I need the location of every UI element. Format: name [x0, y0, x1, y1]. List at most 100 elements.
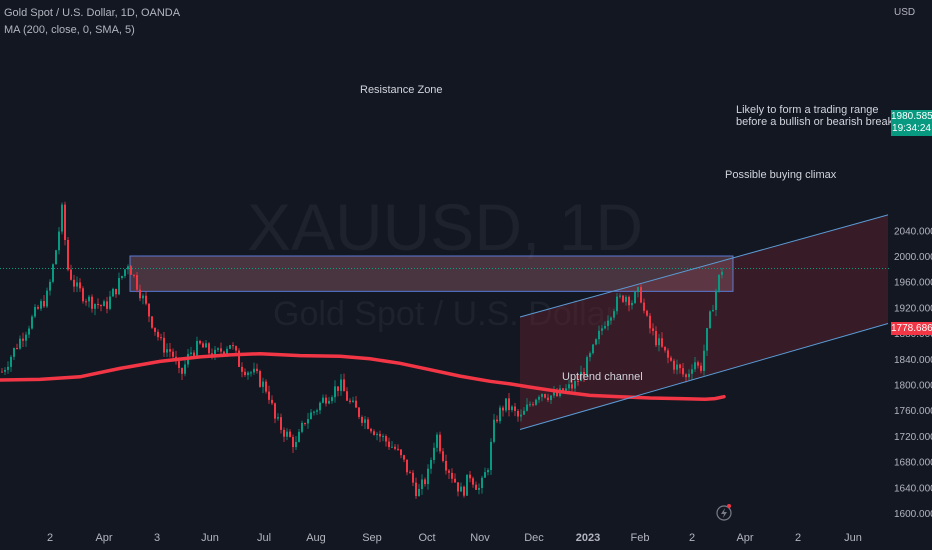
candle-body — [355, 400, 357, 408]
annotation-trading-range: Likely to form a trading range — [736, 104, 878, 116]
time-axis[interactable]: 2 Apr 3 Jun Jul Aug Sep Oct Nov Dec 2023 Feb 2 Apr 2 Ju… — [47, 532, 862, 544]
channel-lower-line[interactable] — [519, 322, 889, 430]
candle-body — [286, 431, 288, 437]
candle-body — [172, 351, 174, 357]
candle-body — [274, 403, 276, 419]
candle-body — [658, 338, 660, 346]
bar-countdown: 19:34:24 — [892, 123, 931, 134]
candle-body — [259, 371, 261, 387]
y-axis-unit: USD — [894, 7, 915, 18]
candle-body — [133, 274, 135, 276]
candle-body — [49, 281, 51, 291]
candle-body — [604, 325, 606, 329]
x-tick-label: Jun — [844, 532, 862, 544]
candle-body — [367, 419, 369, 429]
candle-body — [514, 406, 516, 411]
x-tick-label: Apr — [95, 532, 112, 544]
candle-body — [418, 488, 420, 497]
candle-body — [184, 364, 186, 374]
candle-body — [181, 367, 183, 374]
candle-body — [127, 266, 129, 270]
last-price-value: 1980.585 — [891, 111, 932, 122]
candle-body — [532, 404, 534, 406]
candle-body — [403, 455, 405, 460]
candle-body — [451, 472, 453, 479]
indicator-legend[interactable]: MA (200, close, 0, SMA, 5) — [4, 24, 135, 36]
candle-body — [589, 353, 591, 358]
candle-body — [361, 417, 363, 423]
candle-body — [478, 488, 480, 490]
candle-body — [349, 400, 351, 402]
candle-body — [547, 397, 549, 401]
candle-body — [502, 407, 504, 411]
candle-body — [214, 349, 216, 358]
candle-body — [163, 337, 165, 353]
candle-body — [43, 301, 45, 307]
x-tick-label: Feb — [631, 532, 650, 544]
candle-body — [94, 303, 96, 309]
candle-body — [409, 472, 411, 474]
chart-title: Gold Spot / U.S. Dollar, 1D, OANDA — [4, 7, 181, 19]
candle-body — [421, 479, 423, 489]
candle-body — [232, 345, 234, 347]
price-axis[interactable]: 1600.000 1640.000 1680.000 1720.000 1760.000… — [894, 226, 932, 520]
candle-body — [571, 384, 573, 389]
candle-body — [715, 290, 717, 310]
candle-body — [706, 328, 708, 351]
candle-body — [550, 395, 552, 401]
candle-body — [700, 365, 702, 371]
candle-body — [292, 436, 294, 448]
candle-body — [265, 381, 267, 392]
y-tick-label: 1720.000 — [894, 432, 932, 443]
candle-body — [376, 433, 378, 435]
candle-body — [667, 350, 669, 358]
channel-upper-line[interactable] — [519, 214, 889, 318]
x-tick-label: Dec — [524, 532, 544, 544]
resistance-zone[interactable] — [129, 255, 734, 292]
lightning-icon[interactable] — [716, 504, 732, 521]
moving-average-line — [0, 351, 726, 402]
candle-body — [463, 486, 465, 496]
candle-body — [100, 305, 102, 307]
candle-body — [145, 295, 147, 304]
candle-body — [139, 289, 141, 299]
candle-body — [331, 397, 333, 401]
x-tick-label: Jun — [201, 532, 219, 544]
candle-body — [196, 340, 198, 357]
x-tick-label: Jul — [257, 532, 271, 544]
y-tick-label: 1840.000 — [894, 355, 932, 366]
candle-body — [337, 386, 339, 391]
candle-body — [25, 334, 27, 341]
candle-body — [202, 343, 204, 348]
candle-body — [121, 276, 123, 278]
candle-body — [601, 328, 603, 331]
candle-body — [241, 366, 243, 372]
y-tick-label: 1680.000 — [894, 458, 932, 469]
annotation-breakouts: before a bullish or bearish breakouts — [736, 116, 914, 128]
candle-body — [256, 368, 258, 372]
candle-body — [712, 309, 714, 312]
candle-body — [124, 269, 126, 277]
candle-body — [682, 368, 684, 375]
candle-body — [574, 380, 576, 389]
candle-body — [661, 338, 663, 347]
candle-body — [364, 419, 366, 423]
candle-body — [7, 366, 9, 370]
candle-body — [520, 414, 522, 417]
candle-body — [310, 412, 312, 420]
candle-body — [511, 406, 513, 411]
candle-body — [466, 474, 468, 496]
candle-body — [406, 459, 408, 473]
y-tick-label: 1920.000 — [894, 303, 932, 314]
candle-body — [415, 482, 417, 497]
candle-body — [436, 434, 438, 448]
candle-body — [301, 422, 303, 432]
candle-body — [193, 352, 195, 357]
candle-body — [607, 320, 609, 326]
candle-body — [67, 239, 69, 270]
candle-body — [523, 410, 525, 415]
candle-body — [205, 343, 207, 348]
candle-body — [154, 327, 156, 332]
candle-body — [694, 362, 696, 370]
